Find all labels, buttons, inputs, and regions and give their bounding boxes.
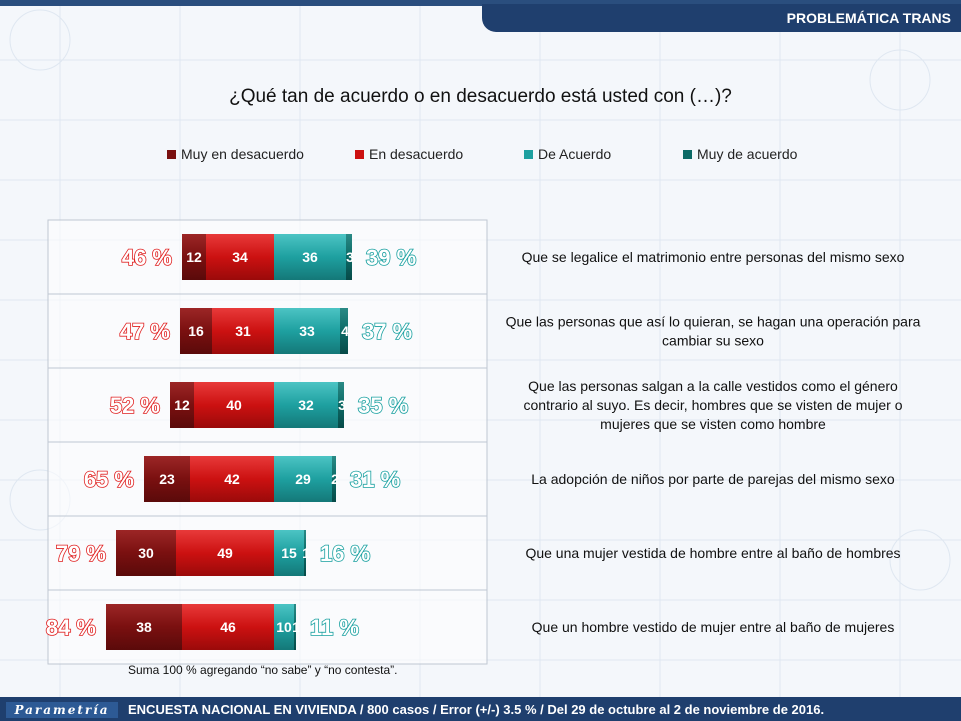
bar-value-label: 34	[232, 249, 248, 265]
bar-de-acuerdo	[274, 456, 332, 502]
disagree-total-label: 79 %	[56, 541, 106, 566]
bar-value-label: 33	[299, 323, 315, 339]
bar-en-desacuerdo	[190, 456, 274, 502]
bar-value-label: 38	[136, 619, 152, 635]
bar-en-desacuerdo	[212, 308, 274, 354]
bar-value-label: 4	[341, 323, 349, 339]
category-label: Que un hombre vestido de mujer entre al …	[532, 619, 895, 635]
bar-value-label: 30	[138, 545, 154, 561]
bar-muy-de-acuerdo	[338, 382, 344, 428]
disagree-total-label: 65 %	[84, 467, 134, 492]
legend-label: Muy en desacuerdo	[181, 146, 304, 162]
bar-en-desacuerdo	[176, 530, 274, 576]
category-label: La adopción de niños por parte de pareja…	[531, 471, 895, 487]
footer-methodology-text: ENCUESTA NACIONAL EN VIVIENDA / 800 caso…	[128, 702, 825, 717]
agree-total-label: 11 %	[310, 615, 359, 640]
bar-value-label: 16	[188, 323, 204, 339]
bar-value-label: 42	[224, 471, 240, 487]
chart-legend: Muy en desacuerdo En desacuerdo De Acuer…	[0, 146, 961, 168]
bar-value-label: 46	[220, 619, 236, 635]
disagree-total-label: 84 %	[46, 615, 96, 640]
agree-total-label: 16 %	[320, 541, 370, 566]
bar-value-label: 2	[331, 471, 339, 487]
bar-value-label: 1	[302, 545, 310, 561]
bar-value-label: 3	[346, 249, 354, 265]
legend-label: Muy de acuerdo	[697, 146, 798, 162]
legend-item-muy-en-desacuerdo: Muy en desacuerdo	[167, 146, 304, 162]
legend-item-en-desacuerdo: En desacuerdo	[355, 146, 463, 162]
bar-en-desacuerdo	[194, 382, 274, 428]
bar-value-label: 23	[159, 471, 175, 487]
bar-de-acuerdo	[274, 604, 294, 650]
bar-value-label: 3	[338, 397, 346, 413]
bar-de-acuerdo	[274, 308, 340, 354]
bar-muy-en-desacuerdo	[170, 382, 194, 428]
bar-muy-en-desacuerdo	[180, 308, 212, 354]
category-label: Que se legalice el matrimonio entre pers…	[522, 249, 905, 265]
disagree-total-label: 46 %	[122, 245, 172, 270]
question-title: ¿Qué tan de acuerdo o en desacuerdo está…	[229, 86, 732, 107]
legend-label: En desacuerdo	[369, 146, 464, 162]
bar-value-label: 49	[217, 545, 233, 561]
legend-item-de-acuerdo: De Acuerdo	[524, 146, 611, 162]
bar-de-acuerdo	[274, 530, 304, 576]
bar-value-label: 1	[292, 619, 300, 635]
bar-muy-en-desacuerdo	[182, 234, 206, 280]
bar-value-label: 10	[276, 619, 292, 635]
legend-swatch-en-desacuerdo	[355, 149, 364, 159]
footer-bar	[0, 697, 961, 721]
bar-en-desacuerdo	[206, 234, 274, 280]
agree-total-label: 31 %	[350, 467, 400, 492]
bar-de-acuerdo	[274, 382, 338, 428]
bar-muy-de-acuerdo	[340, 308, 348, 354]
bar-muy-de-acuerdo	[332, 456, 336, 502]
bar-muy-de-acuerdo	[294, 604, 296, 650]
bar-de-acuerdo	[274, 234, 346, 280]
bar-value-label: 15	[281, 545, 297, 561]
bar-muy-de-acuerdo	[304, 530, 306, 576]
bar-en-desacuerdo	[182, 604, 274, 650]
category-label: Que las personas que así lo quieran, se …	[506, 314, 921, 330]
top-bar	[0, 0, 961, 6]
chart-footnote: Suma 100 % agregando “no sabe” y “no con…	[128, 663, 398, 677]
category-label: contrario al suyo. Es decir, hombres que…	[524, 397, 903, 413]
category-label: cambiar su sexo	[662, 333, 764, 349]
bar-muy-en-desacuerdo	[144, 456, 190, 502]
category-label: mujeres que se visten como hombre	[600, 416, 826, 432]
bar-muy-de-acuerdo	[346, 234, 352, 280]
bar-value-label: 31	[235, 323, 251, 339]
bar-muy-en-desacuerdo	[116, 530, 176, 576]
bar-value-label: 32	[298, 397, 314, 413]
legend-swatch-muy-en-desacuerdo	[167, 149, 176, 159]
agree-total-label: 39 %	[366, 245, 416, 270]
agree-total-label: 37 %	[362, 319, 412, 344]
section-title: PROBLEMÁTICA TRANS	[482, 4, 961, 32]
bar-value-label: 40	[226, 397, 242, 413]
legend-label: De Acuerdo	[538, 146, 612, 162]
legend-swatch-muy-de-acuerdo	[683, 149, 692, 159]
disagree-total-label: 52 %	[110, 393, 160, 418]
legend-swatch-de-acuerdo	[524, 149, 533, 159]
bar-value-label: 29	[295, 471, 311, 487]
bar-value-label: 12	[186, 249, 202, 265]
parametria-logo: Parametría	[6, 702, 118, 718]
agree-total-label: 35 %	[358, 393, 408, 418]
disagree-total-label: 47 %	[120, 319, 170, 344]
legend-item-muy-de-acuerdo: Muy de acuerdo	[683, 146, 797, 162]
bar-muy-en-desacuerdo	[106, 604, 182, 650]
category-label: Que una mujer vestida de hombre entre al…	[525, 545, 900, 561]
bar-value-label: 12	[174, 397, 190, 413]
bar-value-label: 36	[302, 249, 318, 265]
category-label: Que las personas salgan a la calle vesti…	[528, 378, 898, 394]
